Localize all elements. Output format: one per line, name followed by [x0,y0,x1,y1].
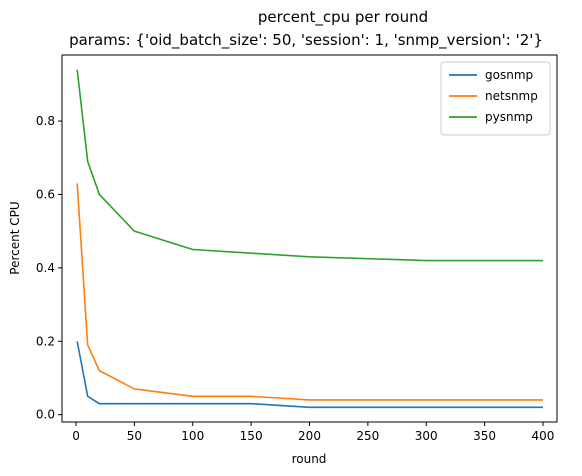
legend-label-pysnmp: pysnmp [485,110,533,124]
y-tick-label: 0.8 [36,114,55,128]
series-line-pysnmp [76,69,543,262]
x-tick-label: 200 [298,429,321,443]
x-tick-label: 400 [532,429,555,443]
series-line-gosnmp [76,341,543,409]
y-axis-label: Percent CPU [8,201,22,274]
y-tick-label: 0.0 [36,408,55,422]
x-tick-label: 150 [240,429,263,443]
x-tick-label: 0 [72,429,80,443]
legend: gosnmp netsnmp pysnmp [440,61,551,136]
x-tick-label: 100 [181,429,204,443]
x-tick-label: 300 [415,429,438,443]
chart-title: percent_cpu per round [258,8,428,27]
legend-label-netsnmp: netsnmp [485,89,538,103]
legend-label-gosnmp: gosnmp [485,68,533,82]
y-tick-label: 0.6 [36,187,55,201]
x-tick-label: 350 [473,429,496,443]
y-tick-label: 0.2 [36,334,55,348]
x-axis-label: round [292,452,327,466]
x-tick-label: 250 [356,429,379,443]
y-tick-label: 0.4 [36,261,55,275]
plot-area [76,69,543,409]
chart-subtitle: params: {'oid_batch_size': 50, 'session'… [69,31,543,50]
x-tick-label: 50 [127,429,142,443]
series-line-netsnmp [76,183,543,401]
